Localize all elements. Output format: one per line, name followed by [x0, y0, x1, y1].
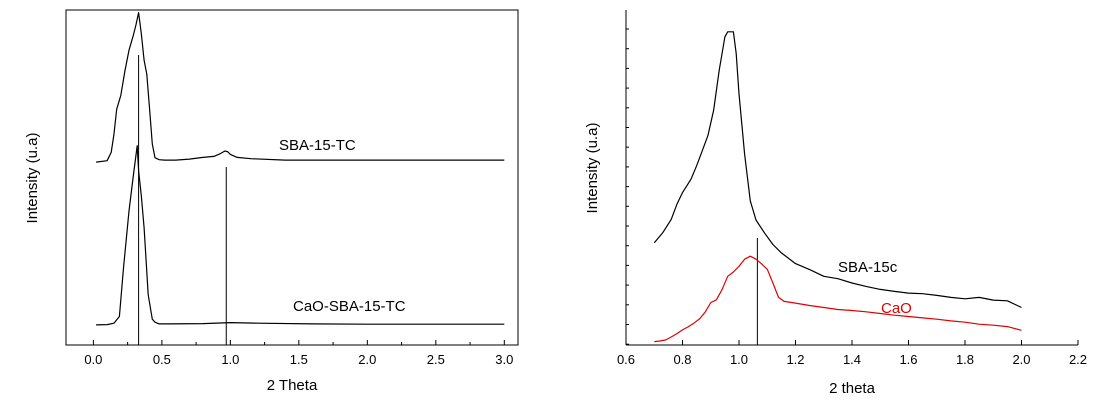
right-x-tick-label: 0.8: [673, 352, 691, 367]
right-y-minor-ticks: [626, 28, 629, 345]
right-chart: 0.6 0.8 1.0 1.2 1.4 1.6 1.8 2.0 2.2 SBA-15c CaO …: [584, 10, 1087, 397]
left-chart: 0.0 0.5 1.0 1.5 2.0 2.5 3.0 SBA-15-TC CaO-SBA-…: [24, 9, 519, 394]
right-x-tick-label: 1.2: [786, 352, 804, 367]
left-plot-frame: [65, 9, 519, 346]
left-x-tick-label: 0.0: [84, 352, 102, 367]
left-x-ticks: 0.0 0.5 1.0 1.5 2.0 2.5 3.0: [84, 340, 513, 367]
right-x-tick-label: 1.8: [956, 352, 974, 367]
left-reference-lines: [138, 55, 227, 345]
right-x-tick-label: 2.0: [1012, 352, 1030, 367]
left-x-tick-label: 2.0: [358, 352, 376, 367]
left-x-axis-label: 2 Theta: [267, 377, 318, 394]
right-x-tick-label: 2.2: [1069, 352, 1087, 367]
left-y-axis-label: Intensity (u.a): [24, 133, 41, 224]
series-line-cao-sba-15-tc: [96, 145, 505, 326]
right-series-group: [653, 31, 1022, 343]
left-x-tick-label: 2.5: [427, 352, 445, 367]
series-line-sba-15c: [653, 31, 1022, 309]
series-line-sba-15-tc: [96, 12, 505, 163]
right-x-tick-label: 0.6: [617, 352, 635, 367]
right-y-axis-label: Intensity (u.a): [584, 123, 601, 214]
left-x-tick-label: 3.0: [495, 352, 513, 367]
series-line-cao: [654, 255, 1022, 343]
right-x-tick-label: 1.0: [730, 352, 748, 367]
left-series-group: [96, 12, 505, 326]
right-x-axis-label: 2 theta: [829, 380, 876, 397]
right-x-tick-label: 1.4: [843, 352, 861, 367]
left-x-tick-label: 0.5: [153, 352, 171, 367]
annotation-sba-15c: SBA-15c: [838, 259, 898, 276]
left-x-tick-label: 1.0: [221, 352, 239, 367]
right-x-ticks: 0.6 0.8 1.0 1.2 1.4 1.6 1.8 2.0 2.2: [617, 340, 1087, 367]
annotation-sba-15-tc: SBA-15-TC: [279, 137, 356, 154]
annotation-cao-sba-15-tc: CaO-SBA-15-TC: [293, 298, 406, 315]
annotation-cao: CaO: [881, 300, 912, 317]
right-x-tick-label: 1.6: [899, 352, 917, 367]
left-x-tick-label: 1.5: [290, 352, 308, 367]
